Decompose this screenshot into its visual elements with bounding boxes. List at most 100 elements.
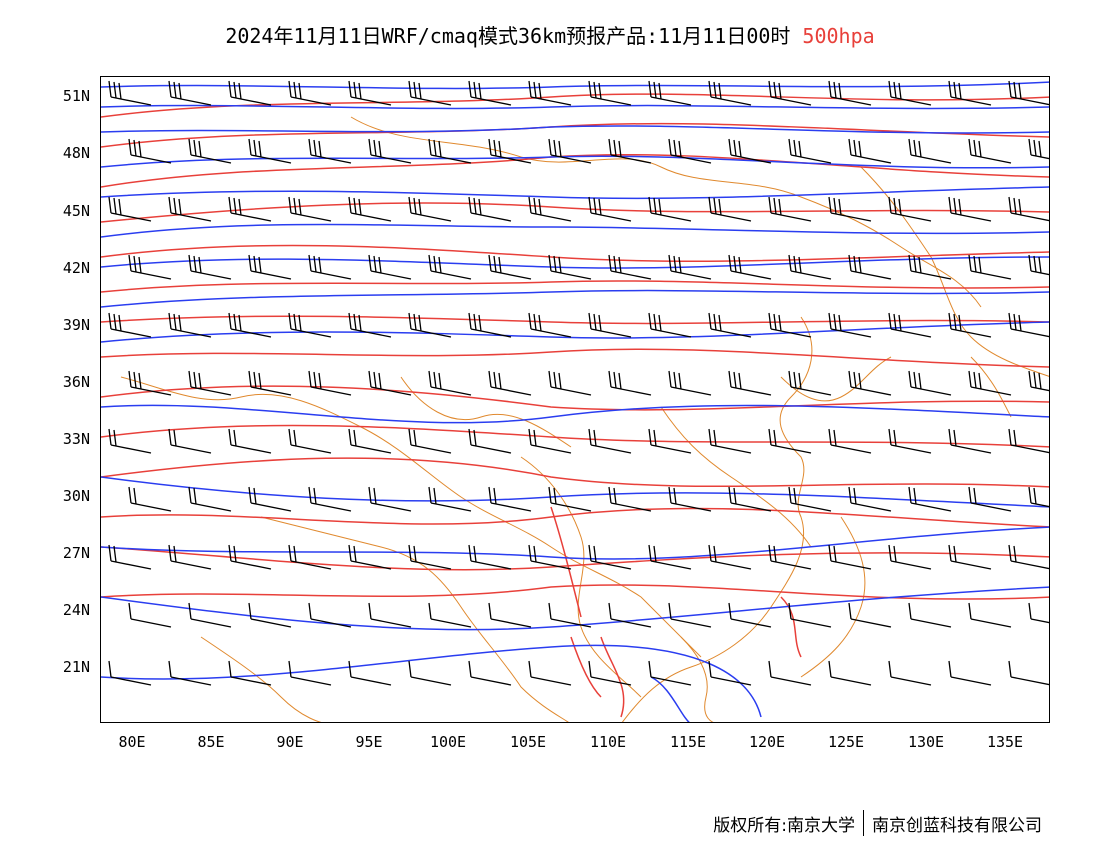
wind-barb: [588, 428, 632, 454]
geopotential-contours: [101, 81, 1049, 722]
lat-label: 36N: [62, 373, 90, 391]
wind-barb: [108, 428, 152, 454]
wind-barb: [288, 196, 332, 222]
wind-barb: [348, 660, 392, 686]
wind-barb: [728, 370, 772, 396]
wind-barb: [248, 254, 292, 280]
wind-barb: [708, 196, 752, 222]
wind-barb: [528, 428, 572, 454]
wind-barb: [828, 312, 872, 338]
wind-barb: [348, 80, 392, 106]
wind-barb: [728, 138, 772, 164]
wind-barb: [548, 138, 592, 164]
lat-label: 33N: [62, 430, 90, 448]
wind-barb: [368, 370, 412, 396]
wind-barb: [1028, 254, 1049, 276]
wind-barb: [888, 196, 932, 222]
wind-barb: [768, 428, 812, 454]
temperature-contours: [101, 93, 1049, 718]
wind-barb: [708, 660, 752, 686]
wind-barb: [228, 428, 272, 454]
title-main: 2024年11月11日WRF/cmaq模式36km预报产品:11月11日00时: [225, 24, 791, 48]
lon-label: 105E: [509, 733, 547, 751]
wind-barb: [788, 370, 832, 396]
wind-barb: [428, 602, 472, 628]
lon-label: 100E: [429, 733, 467, 751]
wind-barb: [908, 254, 952, 280]
wind-barb: [428, 254, 472, 280]
wind-barb: [648, 544, 692, 570]
wind-barb: [308, 486, 352, 512]
wind-barb: [948, 660, 992, 686]
wind-barb: [128, 486, 172, 512]
footer-divider: [863, 810, 864, 836]
wind-barb: [588, 196, 632, 222]
wind-barb: [768, 544, 812, 570]
wind-barb: [828, 196, 872, 222]
wind-barb: [348, 312, 392, 338]
title-level: 500hpa: [802, 24, 875, 48]
wind-barb: [488, 370, 532, 396]
wind-barb: [1008, 428, 1049, 454]
wind-barb: [468, 80, 512, 106]
wind-barb: [548, 370, 592, 396]
wind-barb: [1008, 312, 1049, 338]
wind-barb: [528, 312, 572, 338]
wind-barb: [468, 544, 512, 570]
wind-barb: [848, 602, 892, 628]
wind-barbs: [108, 80, 1049, 686]
lon-label: 120E: [748, 733, 786, 751]
wind-barb: [668, 254, 712, 280]
wind-barb: [1008, 544, 1049, 570]
wind-barb: [588, 80, 632, 106]
wind-barb: [788, 138, 832, 164]
wind-barb: [608, 486, 652, 512]
wind-barb: [428, 138, 472, 164]
wind-barb: [248, 486, 292, 512]
wind-barb: [288, 80, 332, 106]
wind-barb: [228, 544, 272, 570]
wind-barb: [1028, 602, 1049, 624]
wind-barb: [188, 138, 232, 164]
wind-barb: [948, 428, 992, 454]
coastline-layer: [120, 116, 1049, 722]
wind-barb: [668, 602, 712, 628]
wind-barb: [828, 428, 872, 454]
wind-barb: [708, 544, 752, 570]
wind-barb: [528, 196, 572, 222]
wind-barb: [248, 370, 292, 396]
wind-barb: [848, 254, 892, 280]
wind-barb: [648, 196, 692, 222]
wind-barb: [968, 486, 1012, 512]
lat-label: 39N: [62, 316, 90, 334]
lon-label: 80E: [118, 733, 146, 751]
wind-barb: [488, 138, 532, 164]
wind-barb: [548, 602, 592, 628]
wind-barb: [948, 312, 992, 338]
wind-barb: [788, 602, 832, 628]
wind-barb: [308, 254, 352, 280]
wind-barb: [1008, 80, 1049, 106]
wind-barb: [848, 370, 892, 396]
copyright-left: 版权所有:南京大学: [713, 815, 855, 836]
wind-barb: [768, 660, 812, 686]
wind-barb: [108, 660, 152, 686]
wind-barb: [908, 138, 952, 164]
wind-barb: [768, 196, 812, 222]
wind-barb: [188, 370, 232, 396]
wind-barb: [728, 486, 772, 512]
wind-barb: [348, 428, 392, 454]
wind-barb: [168, 544, 212, 570]
wind-barb: [228, 196, 272, 222]
wind-barb: [968, 602, 1012, 628]
wind-barb: [1028, 370, 1049, 392]
wind-barb: [468, 312, 512, 338]
copyright-footer: 版权所有:南京大学 南京创蓝科技有限公司: [713, 810, 1042, 836]
wind-barb: [528, 660, 572, 686]
wind-barb: [1008, 196, 1049, 222]
wind-barb: [348, 196, 392, 222]
wind-barb: [528, 80, 572, 106]
wind-barb: [288, 660, 332, 686]
lat-label: 30N: [62, 487, 90, 505]
lat-label: 24N: [62, 601, 90, 619]
